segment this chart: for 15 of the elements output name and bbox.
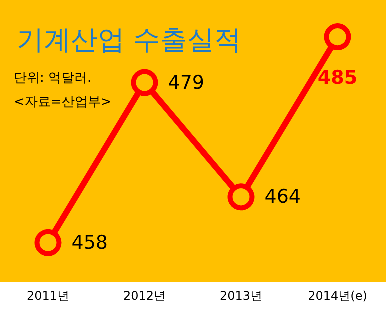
chart-title: 기계산업 수출실적 <box>17 25 242 56</box>
point <box>228 184 255 211</box>
point <box>131 69 158 96</box>
data-label: 479 <box>168 72 205 94</box>
annotation: 단위: 억달러. <box>14 71 92 86</box>
x-tick-label: 2012년 <box>123 289 166 303</box>
point <box>34 229 62 256</box>
x-tick-label: 2014년(e) <box>308 289 368 303</box>
x-tick-label: 2013년 <box>220 289 263 303</box>
point <box>324 24 352 51</box>
annotation: <자료=산업부> <box>14 95 112 110</box>
data-label: 464 <box>264 186 302 208</box>
data-label: 458 <box>72 232 108 254</box>
x-tick-label: 2011년 <box>26 289 70 303</box>
data-label: 485 <box>318 67 358 90</box>
